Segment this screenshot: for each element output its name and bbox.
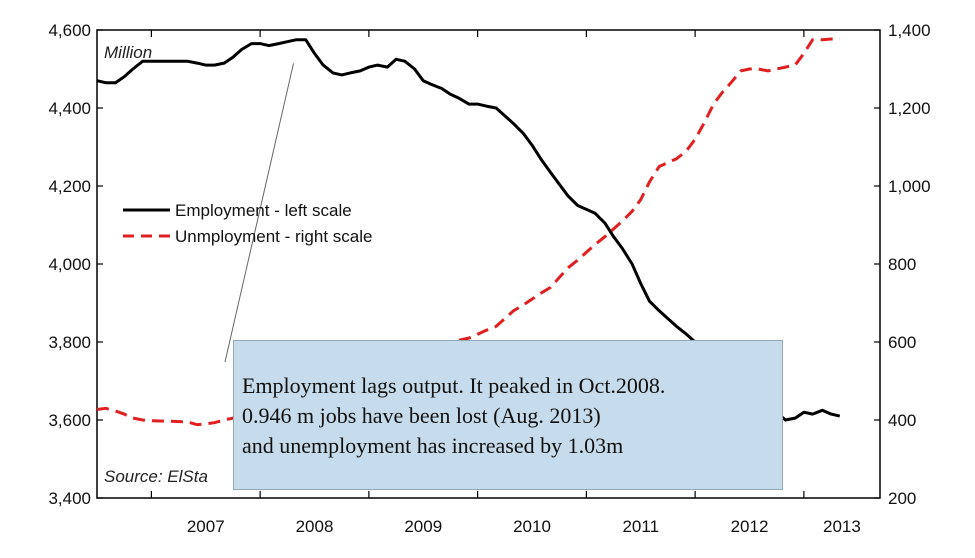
y-right-tick-label: 1,200 [888, 99, 931, 118]
legend-employment-label: Employment - left scale [175, 201, 352, 220]
y-left-tick-label: 3,800 [48, 333, 91, 352]
x-tick-label: 2007 [187, 517, 225, 536]
annotation-line: Employment lags output. It peaked in Oct… [242, 373, 666, 398]
x-tick-label: 2013 [823, 517, 861, 536]
unemployment-line [96, 37, 840, 427]
y-right-tick-label: 1,000 [888, 177, 931, 196]
x-tick-label: 2011 [622, 517, 659, 536]
y-left-tick-label: 3,400 [48, 489, 91, 508]
y-left-tick-label: 4,200 [48, 177, 91, 196]
x-tick-label: 2009 [404, 517, 442, 536]
unit-label: Million [104, 43, 152, 62]
annotation-box: Employment lags output. It peaked in Oct… [233, 340, 783, 490]
y-right-tick-label: 400 [888, 411, 916, 430]
ticks-layer: 3,400 3,600 3,800 4,000 4,200 4,400 4,600 200 40… [48, 21, 930, 536]
x-tick-label: 2012 [731, 517, 769, 536]
legend: Employment - left scale Unmployment - ri… [123, 201, 372, 246]
y-left-tick-label: 3,600 [48, 411, 91, 430]
annotation-pointer [224, 63, 294, 363]
y-right-tick-label: 800 [888, 255, 916, 274]
y-right-tick-label: 200 [888, 489, 916, 508]
pointer-layer [224, 63, 294, 363]
y-left-tick-label: 4,400 [48, 99, 91, 118]
x-tick-label: 2008 [296, 517, 334, 536]
annotation-line: 0.946 m jobs have been lost (Aug. 2013) [242, 403, 601, 428]
source-label: Source: ElSta [104, 467, 208, 486]
legend-unemployment-label: Unmployment - right scale [175, 227, 372, 246]
y-right-tick-label: 600 [888, 333, 916, 352]
annotation-line: and unemployment has increased by 1.03m [242, 433, 624, 458]
x-tick-label: 2010 [513, 517, 551, 536]
y-left-tick-label: 4,600 [48, 21, 91, 40]
y-left-tick-label: 4,000 [48, 255, 91, 274]
y-right-tick-label: 1,400 [888, 21, 931, 40]
